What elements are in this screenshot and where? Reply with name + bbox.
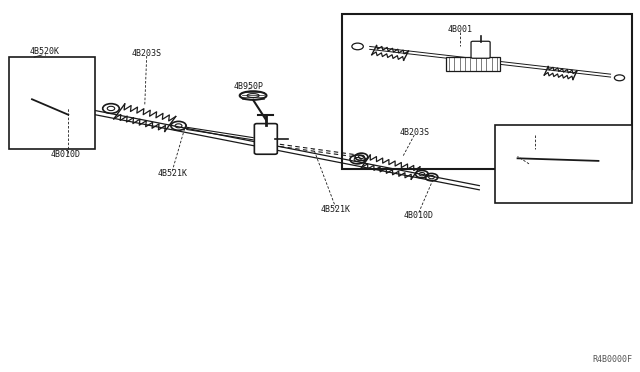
Text: 4B521K: 4B521K — [157, 169, 187, 177]
Circle shape — [605, 159, 611, 163]
Ellipse shape — [240, 91, 266, 100]
FancyBboxPatch shape — [254, 124, 277, 154]
Bar — [495, 125, 632, 203]
Text: 4B521K: 4B521K — [321, 205, 351, 215]
Bar — [342, 14, 632, 169]
Text: 4B203S: 4B203S — [132, 49, 162, 58]
Text: 4B001: 4B001 — [448, 25, 473, 33]
Circle shape — [509, 157, 514, 160]
Circle shape — [19, 97, 25, 101]
Text: 4B203S: 4B203S — [399, 128, 429, 137]
Text: 4B010DA: 4B010DA — [28, 73, 62, 81]
Text: 4B010D: 4B010D — [404, 211, 434, 220]
FancyBboxPatch shape — [471, 41, 490, 58]
Text: R4B0000F: R4B0000F — [592, 355, 632, 364]
Text: 4B950P: 4B950P — [234, 82, 264, 91]
Bar — [9, 57, 95, 149]
Text: 4B010DA: 4B010DA — [511, 157, 547, 167]
Text: 4B010D: 4B010D — [50, 150, 80, 159]
Text: 4B520KA: 4B520KA — [518, 128, 553, 137]
Text: 4B520K: 4B520K — [29, 47, 60, 56]
Circle shape — [72, 114, 77, 117]
Bar — [446, 57, 500, 71]
